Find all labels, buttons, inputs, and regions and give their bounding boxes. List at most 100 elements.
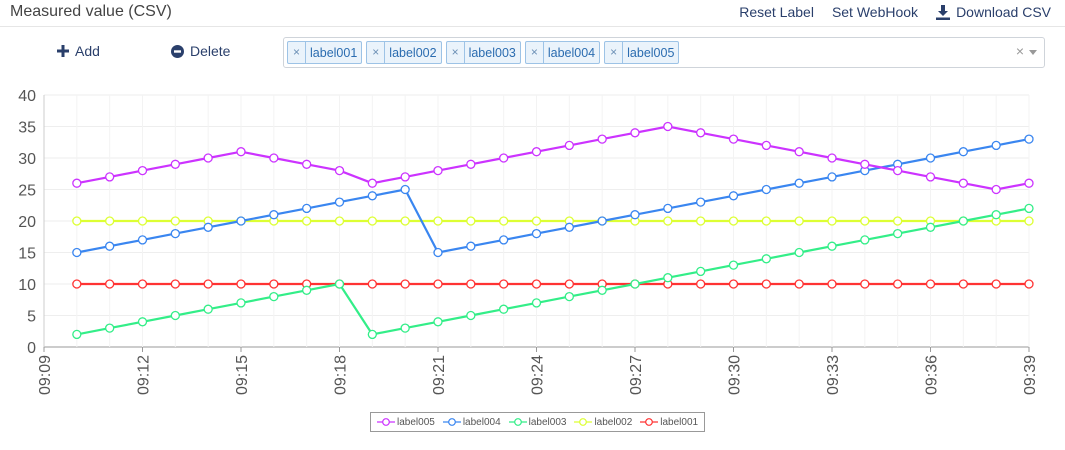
data-point-label003: [499, 304, 509, 314]
data-point-label001: [761, 279, 771, 289]
label-multiselect[interactable]: × label001 × label002 × label003 × label004 × lab…: [283, 37, 1045, 68]
legend-label: label001: [660, 416, 699, 428]
x-tick-label: 09:30: [727, 355, 744, 395]
data-point-label005: [236, 147, 246, 157]
legend-marker-icon: [377, 418, 395, 426]
delete-button-label: Delete: [190, 43, 231, 59]
data-point-label005: [663, 121, 673, 132]
data-point-label002: [1024, 216, 1034, 226]
legend-label: label005: [397, 416, 435, 428]
data-point-label003: [203, 304, 213, 314]
remove-tag-icon[interactable]: ×: [447, 42, 465, 63]
minus-circle-icon: [171, 44, 184, 58]
selected-tags: × label001 × label002 × label003 × label004 × lab…: [287, 41, 680, 64]
y-tick-label: 5: [27, 309, 36, 326]
clear-selection-icon[interactable]: ×: [1015, 43, 1024, 59]
selected-tag-label005[interactable]: × label005: [604, 41, 680, 64]
data-point-label001: [170, 279, 180, 289]
remove-tag-icon[interactable]: ×: [367, 42, 386, 63]
data-point-label001: [105, 279, 115, 289]
data-point-label005: [564, 140, 574, 151]
data-point-label004: [958, 147, 968, 157]
data-point-label001: [137, 279, 148, 289]
y-tick-label: 40: [18, 88, 36, 105]
y-tick-label: 35: [18, 120, 36, 137]
data-point-label003: [893, 228, 903, 239]
data-point-label003: [925, 222, 936, 232]
tag-label: label001: [310, 45, 358, 60]
remove-tag-icon[interactable]: ×: [288, 42, 307, 63]
series-line-label005: [76, 125, 1030, 191]
legend-item-label005[interactable]: label005: [377, 417, 435, 428]
tag-label: label003: [468, 45, 516, 60]
data-point-label001: [827, 279, 837, 289]
data-point-label003: [367, 329, 377, 340]
data-point-label005: [170, 159, 180, 169]
y-tick-label: 15: [18, 246, 36, 263]
page-title: Measured value (CSV): [10, 3, 172, 20]
data-point-label001: [466, 279, 476, 289]
download-icon: [936, 4, 951, 20]
legend-item-label004[interactable]: label004: [442, 417, 501, 428]
remove-tag-icon[interactable]: ×: [526, 42, 544, 63]
selected-tag-label002[interactable]: × label002: [366, 41, 442, 64]
set-webhook-button[interactable]: Set WebHook: [831, 4, 919, 20]
data-point-label005: [433, 165, 443, 176]
data-point-label003: [236, 298, 246, 308]
legend-label: label003: [528, 416, 567, 428]
legend-marker-icon: [640, 418, 659, 426]
data-point-label002: [72, 216, 82, 226]
data-point-label005: [302, 159, 312, 169]
data-point-label004: [236, 216, 246, 226]
download-csv-button[interactable]: Download CSV: [936, 4, 1051, 20]
data-point-label005: [137, 165, 148, 176]
data-point-label004: [170, 228, 180, 239]
selected-tag-label003[interactable]: × label003: [445, 41, 521, 64]
selected-tag-label004[interactable]: × label004: [524, 41, 601, 64]
legend-item-label003[interactable]: label003: [508, 416, 567, 428]
data-point-label004: [433, 247, 443, 258]
data-point-label004: [663, 203, 673, 214]
data-point-label005: [1024, 178, 1034, 188]
data-point-label004: [696, 197, 706, 207]
data-point-label003: [696, 266, 706, 277]
data-point-label003: [958, 216, 968, 226]
data-point-label004: [564, 222, 574, 232]
data-point-label001: [72, 279, 82, 289]
x-tick-label: 09:09: [37, 355, 54, 395]
selected-tag-label001[interactable]: × label001: [287, 41, 363, 64]
legend-item-label002[interactable]: label002: [574, 417, 632, 428]
data-point-label003: [728, 260, 739, 270]
data-point-label003: [531, 298, 542, 308]
legend-item-label001[interactable]: label001: [640, 417, 698, 428]
x-tick-label: 09:39: [1022, 355, 1039, 395]
add-button[interactable]: Add: [57, 43, 100, 59]
line-chart: 0 5 10 15 20 25 30 35 40 09:09 09:12 09:15 09:18 09:2…: [18, 88, 1039, 395]
data-point-label001: [433, 279, 443, 289]
y-tick-label: 10: [18, 277, 36, 294]
series-line-label003: [76, 207, 1030, 336]
data-point-label002: [466, 216, 476, 226]
data-point-label003: [269, 291, 279, 302]
data-point-label001: [531, 279, 542, 289]
data-point-label005: [893, 165, 903, 176]
reset-label-button[interactable]: Reset Label: [739, 4, 814, 20]
data-point-label001: [794, 279, 804, 289]
data-point-label001: [203, 279, 213, 289]
data-point-label002: [893, 216, 903, 226]
delete-button[interactable]: Delete: [171, 43, 230, 59]
data-point-label004: [466, 241, 476, 251]
data-point-label003: [72, 329, 82, 340]
tag-label: label002: [389, 45, 437, 60]
data-point-label002: [696, 216, 706, 226]
data-point-label005: [466, 159, 476, 169]
data-point-label004: [827, 172, 837, 182]
legend-marker-icon: [574, 418, 593, 426]
data-point-label002: [499, 216, 509, 226]
data-point-label002: [105, 216, 115, 226]
data-point-label004: [728, 191, 739, 201]
dropdown-arrow-icon[interactable]: [1029, 50, 1037, 55]
remove-tag-icon[interactable]: ×: [605, 42, 624, 63]
data-point-label001: [400, 279, 410, 289]
data-point-label003: [827, 241, 837, 251]
